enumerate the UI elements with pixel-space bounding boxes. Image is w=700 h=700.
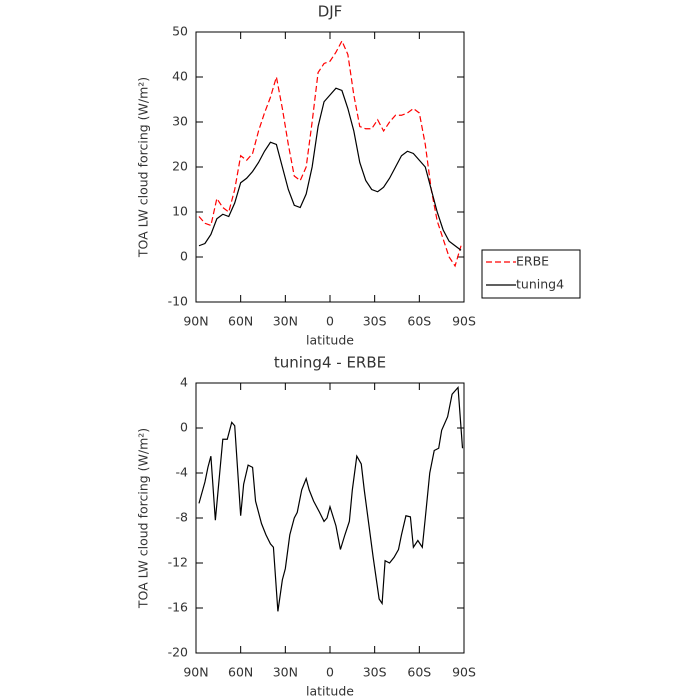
- x-tick-label: 30N: [273, 314, 298, 329]
- y-tick-label: 10: [172, 204, 188, 219]
- series-line: [198, 39, 462, 268]
- y-tick-label: 0: [180, 249, 188, 264]
- x-tick-label: 60N: [228, 314, 253, 329]
- x-tick-label: 90S: [452, 665, 476, 680]
- x-tick-label: 60N: [228, 665, 253, 680]
- y-tick-label: -20: [168, 645, 188, 660]
- y-tick-label: 30: [172, 114, 188, 129]
- y-tick-label: -16: [168, 600, 188, 615]
- y-axis-label: TOA LW cloud forcing (W/m²): [136, 77, 151, 258]
- y-tick-label: 20: [172, 159, 188, 174]
- y-tick-label: 0: [180, 420, 188, 435]
- x-tick-label: 30S: [363, 665, 387, 680]
- x-axis-label: latitude: [306, 684, 354, 699]
- legend-box: [481, 249, 581, 299]
- x-tick-label: 0: [326, 314, 334, 329]
- y-tick-label: -4: [176, 465, 189, 480]
- chart-title: DJF: [318, 3, 343, 21]
- y-tick-label: 40: [172, 69, 188, 84]
- y-tick-label: -12: [168, 555, 188, 570]
- legend-label: tuning4: [516, 277, 564, 292]
- x-tick-label: 60S: [407, 665, 431, 680]
- x-tick-label: 30S: [363, 314, 387, 329]
- x-axis-label: latitude: [306, 333, 354, 348]
- plot-frame: [195, 31, 465, 303]
- x-tick-label: 0: [326, 665, 334, 680]
- y-tick-label: -10: [168, 294, 188, 309]
- x-tick-label: 90N: [183, 314, 208, 329]
- y-tick-label: 4: [180, 375, 188, 390]
- x-tick-label: 30N: [273, 665, 298, 680]
- plot-frame: [195, 382, 465, 654]
- legend-label: ERBE: [516, 254, 549, 269]
- y-axis-label: TOA LW cloud forcing (W/m²): [136, 428, 151, 609]
- series-line: [198, 386, 464, 612]
- x-tick-label: 90S: [452, 314, 476, 329]
- y-tick-label: -8: [176, 510, 189, 525]
- series-line: [198, 87, 462, 251]
- y-tick-label: 50: [172, 24, 188, 39]
- x-tick-label: 90N: [183, 665, 208, 680]
- chart-title: tuning4 - ERBE: [274, 354, 386, 372]
- x-tick-label: 60S: [407, 314, 431, 329]
